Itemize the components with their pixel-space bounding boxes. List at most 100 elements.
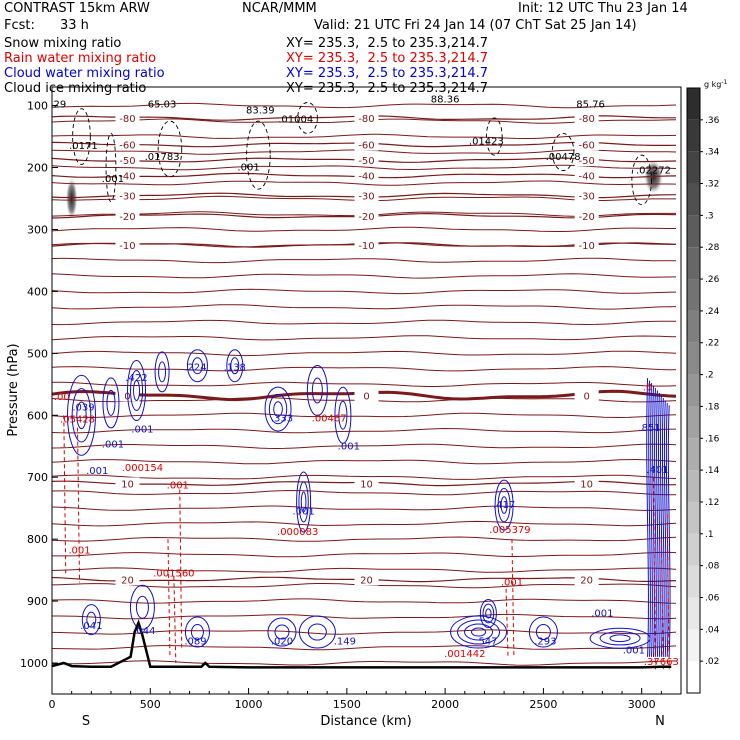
isotherm-label-bg <box>354 477 379 490</box>
rain-contour <box>505 588 509 657</box>
colorbar-swatch <box>687 215 700 248</box>
temperature-contour <box>52 226 676 232</box>
colorbar-swatch <box>687 279 700 311</box>
isotherm-label-bg <box>354 238 379 251</box>
isotherm-label-bg <box>115 389 140 402</box>
field-value-label: .001442 <box>444 649 485 660</box>
temperature-contour <box>52 613 677 620</box>
y-tick-label: 100 <box>27 100 48 113</box>
isotherm-label-bg <box>115 573 140 586</box>
isotherm-label: 20 <box>360 575 373 586</box>
field-value-label: .001 <box>167 480 189 491</box>
rain-contour <box>652 477 656 670</box>
colorbar-frame <box>686 87 701 694</box>
cloud-water-contour <box>76 401 87 430</box>
cloud-water-contour <box>71 388 92 443</box>
cloud-water-contour <box>457 619 501 645</box>
field-value-label: .37663 <box>644 657 679 668</box>
field-value-label: .417 <box>493 500 515 511</box>
snow-contour <box>297 102 318 134</box>
field-cloudice-name: Cloud ice mixing ratio <box>4 81 147 96</box>
field-value-label: 83.39 <box>246 106 275 117</box>
cloud-water-contour <box>589 627 651 649</box>
isotherm-contour <box>52 141 677 148</box>
temperature-contour <box>52 443 677 450</box>
temperature-contour <box>52 133 677 139</box>
cloud-water-contour <box>186 349 208 383</box>
cloud-water-contour <box>81 604 101 636</box>
cloud-water-contour <box>656 390 659 657</box>
plot-frame <box>51 86 682 695</box>
isotherm-label-bg <box>115 169 140 182</box>
isotherm-label: 0 <box>124 391 130 402</box>
colorbar-tick-label: .22 <box>705 339 719 349</box>
field-value-label: .001 <box>131 425 153 436</box>
cloud-ice-shading <box>65 176 78 221</box>
cloud-water-contour <box>660 395 663 657</box>
field-value-label: .020 <box>271 636 293 647</box>
temperature-contour <box>52 397 677 403</box>
field-value-label: .422 <box>125 373 147 384</box>
temperature-contour <box>52 366 677 372</box>
field-value-label: .044 <box>133 626 155 637</box>
cloud-water-contour <box>609 634 631 643</box>
cloud-water-contour <box>106 389 116 416</box>
isotherm-label-bg <box>574 477 599 490</box>
isotherm-contour <box>52 192 677 199</box>
colorbar-swatch <box>687 374 700 407</box>
temperature-contour <box>52 102 677 109</box>
field-value-label: .001 <box>237 163 259 174</box>
colorbar-unit: g kg-1 <box>704 79 728 89</box>
colorbar-swatch <box>687 342 700 375</box>
isotherm-label: -40 <box>119 172 135 183</box>
cloud-water-contour <box>191 357 203 375</box>
temperature-contour <box>52 273 677 279</box>
cloud-water-contour <box>274 624 290 640</box>
field-rain-xy: XY= 235.3, 2.5 to 235.3,214.7 <box>286 51 489 66</box>
temperature-contour <box>52 118 677 124</box>
field-value-label: .001 <box>102 174 124 185</box>
isotherm-label: -40 <box>578 172 594 183</box>
isotherm-label: 10 <box>360 479 373 490</box>
model-title: CONTRAST 15km ARW <box>4 1 150 16</box>
fcst-label: Fcst: <box>4 18 35 33</box>
isotherm-contour <box>52 212 677 219</box>
colorbar-swatch <box>687 183 700 216</box>
cloud-water-contour <box>66 374 96 456</box>
cloud-water-contour <box>300 491 307 513</box>
field-value-label: 85.76 <box>576 99 605 110</box>
isotherm-label-bg <box>574 111 599 124</box>
isotherm-label: 20 <box>580 575 593 586</box>
cloud-water-contour <box>648 380 651 657</box>
rain-contour <box>511 539 515 657</box>
rain-contour <box>666 514 670 670</box>
center-label: NCAR/MMM <box>242 1 317 16</box>
isotherm-contour <box>52 157 677 163</box>
colorbar-tick-label: .32 <box>705 180 719 190</box>
terrain-line <box>52 619 672 669</box>
colorbar-tick-label: .02 <box>705 657 719 667</box>
snow-contour <box>551 133 575 172</box>
colorbar-tick-label: .04 <box>705 625 720 635</box>
fcst-value: 33 h <box>60 18 89 33</box>
isotherm-label: -20 <box>578 212 594 223</box>
field-value-label: .0 <box>643 383 653 394</box>
cloud-water-contour <box>86 611 97 628</box>
field-value-label: .547 <box>475 636 497 647</box>
colorbar-swatch <box>687 501 700 534</box>
colorbar-swatch <box>687 565 700 598</box>
valid-time: Valid: 21 UTC Fri 24 Jan 14 (07 ChT Sat … <box>314 18 637 33</box>
colorbar-swatch <box>687 88 700 120</box>
field-rain-name: Rain water mixing ratio <box>4 51 157 66</box>
cloud-water-contour <box>464 623 494 641</box>
cloud-water-contour <box>307 623 327 641</box>
y-tick-label: 200 <box>27 162 48 175</box>
cloud-water-contour <box>127 360 147 421</box>
colorbar-tick-label: .08 <box>705 562 720 572</box>
colorbar-tick-label: .2 <box>705 371 714 381</box>
cloud-water-contour <box>133 380 141 401</box>
cloud-water-contour <box>471 627 487 637</box>
colorbar-swatch <box>687 661 700 693</box>
x-tick-label: 3000 <box>628 698 656 711</box>
